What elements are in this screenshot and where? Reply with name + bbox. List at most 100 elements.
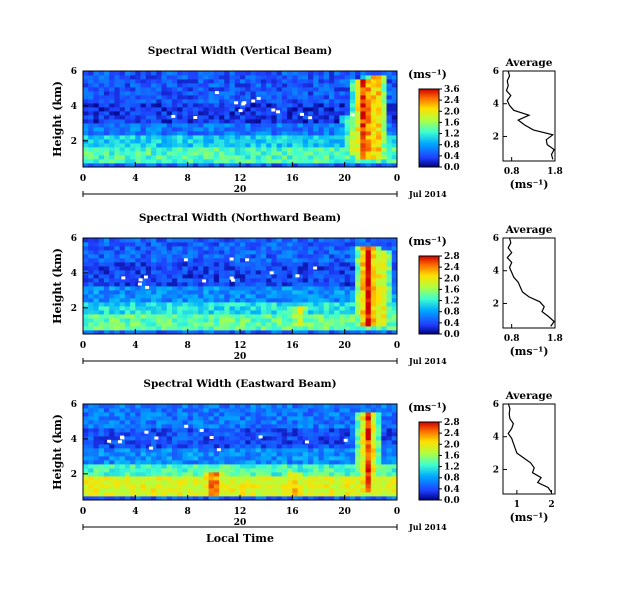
heatmap-cell — [271, 326, 278, 331]
heatmap-cell — [229, 412, 236, 417]
heatmap-cell — [344, 290, 351, 295]
heatmap-cell — [109, 71, 115, 76]
heatmap-cell — [109, 404, 115, 409]
y-tick-label: 2 — [71, 470, 77, 480]
heatmap-cell — [334, 440, 340, 445]
heatmap-cell — [208, 95, 215, 100]
heatmap-cell — [360, 484, 366, 489]
heatmap-cell — [365, 262, 372, 267]
heatmap-cell — [135, 99, 141, 104]
heatmap-cell — [355, 274, 361, 279]
heatmap-cell — [287, 436, 293, 441]
heatmap-cell — [349, 258, 356, 263]
heatmap-cell — [250, 330, 257, 335]
heatmap-cell — [360, 420, 366, 425]
heatmap-cell — [135, 322, 141, 327]
heatmap-cell — [130, 452, 136, 457]
heatmap-cell — [302, 111, 309, 116]
heatmap-cell — [271, 87, 278, 92]
heatmap-cell — [213, 159, 220, 164]
heatmap-cell — [297, 79, 304, 84]
heatmap-cell — [151, 147, 157, 152]
heatmap-cell — [281, 432, 288, 437]
heatmap-cell — [376, 79, 382, 84]
heatmap-cell — [245, 103, 251, 108]
heatmap-cell — [161, 460, 168, 465]
heatmap-cell — [334, 484, 340, 489]
heatmap-cell — [219, 318, 225, 323]
heatmap-cell — [145, 266, 152, 271]
heatmap-cell — [250, 71, 257, 76]
heatmap-cell — [119, 440, 126, 445]
heatmap-cell — [103, 412, 110, 417]
heatmap-cell — [182, 286, 189, 291]
heatmap-cell — [145, 151, 152, 156]
colorbar-tick-label: 2.4 — [444, 429, 460, 439]
heatmap-cell — [187, 472, 194, 477]
heatmap-cell — [83, 456, 89, 461]
heatmap-cell — [166, 492, 173, 497]
heatmap-cell — [177, 480, 183, 485]
heatmap-cell — [219, 99, 225, 104]
heatmap-cell — [156, 408, 162, 413]
heatmap-cell — [292, 496, 298, 501]
heatmap-cell — [334, 404, 340, 409]
heatmap-cell — [109, 488, 115, 493]
heatmap-cell — [151, 163, 157, 168]
heatmap-cell — [360, 310, 366, 315]
heatmap-cell — [381, 270, 387, 275]
heatmap-cell — [156, 330, 162, 335]
heatmap-cell — [276, 480, 283, 485]
heatmap-cell — [140, 258, 147, 263]
heatmap-cell — [376, 294, 382, 299]
heatmap-cell — [219, 436, 225, 441]
heatmap-cell — [83, 147, 89, 152]
heatmap-cell — [318, 416, 325, 421]
heatmap-cell — [386, 135, 393, 140]
heatmap-cell — [130, 286, 136, 291]
heatmap-cell — [198, 159, 204, 164]
heatmap-cell — [339, 436, 346, 441]
heatmap-cell — [344, 143, 351, 148]
heatmap-cell — [187, 91, 194, 96]
heatmap-cell — [250, 155, 257, 160]
heatmap-cell — [240, 163, 246, 168]
heatmap-cell — [187, 163, 194, 168]
heatmap-cell — [198, 91, 204, 96]
heatmap-cell — [328, 103, 335, 108]
heatmap-cell — [328, 436, 335, 441]
heatmap-cell — [156, 412, 162, 417]
heatmap-cell — [135, 456, 141, 461]
heatmap-cell — [318, 266, 325, 271]
heatmap-cell — [156, 440, 162, 445]
heatmap-cell — [93, 107, 100, 112]
heatmap-cell — [83, 298, 89, 303]
heatmap-cell — [140, 330, 147, 335]
heatmap-cell — [297, 484, 304, 489]
heatmap-cell — [187, 496, 194, 501]
heatmap-cell — [255, 428, 262, 433]
heatmap-cell — [240, 424, 246, 429]
heatmap-cell — [145, 131, 152, 136]
heatmap-cell — [323, 404, 330, 409]
heatmap-cell — [313, 159, 319, 164]
heatmap-cell — [297, 151, 304, 156]
heatmap-cell — [334, 480, 340, 485]
heatmap-cell — [98, 444, 105, 449]
heatmap-cell — [281, 83, 288, 88]
heatmap-cell — [255, 75, 262, 80]
heatmap-cell — [192, 444, 199, 449]
heatmap-cell — [208, 99, 215, 104]
heatmap-cell — [328, 302, 335, 307]
heatmap-cell — [391, 262, 398, 267]
heatmap-cell — [255, 282, 262, 287]
heatmap-cell — [339, 496, 346, 501]
heatmap-cell — [203, 436, 209, 441]
heatmap-cell — [266, 456, 272, 461]
heatmap-cell — [98, 460, 105, 465]
heatmap-cell — [208, 408, 215, 413]
heatmap-cell — [135, 131, 141, 136]
heatmap-cell — [334, 310, 340, 315]
heatmap-cell — [156, 282, 162, 287]
heatmap-cell — [145, 290, 152, 295]
